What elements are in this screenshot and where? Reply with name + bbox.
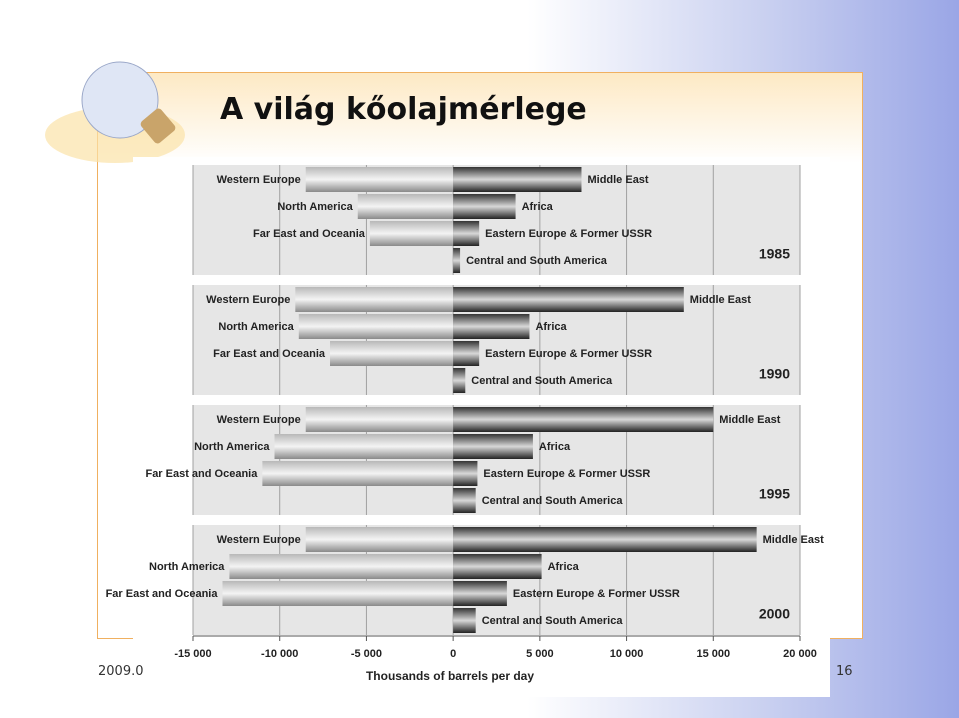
- category-label: North America: [218, 321, 294, 333]
- category-label: Africa: [535, 321, 567, 333]
- x-tick-label: -15 000: [174, 648, 211, 660]
- category-label: Eastern Europe & Former USSR: [483, 468, 650, 480]
- bar: [369, 221, 454, 246]
- panel-label: 2000: [759, 606, 790, 622]
- category-label: North America: [194, 441, 270, 453]
- category-label: Middle East: [719, 414, 780, 426]
- bar: [453, 608, 476, 633]
- slide-title: A világ kőolajmérlege: [220, 92, 587, 127]
- bar: [305, 407, 454, 432]
- category-label: North America: [149, 561, 225, 573]
- footer-page: 16: [836, 664, 853, 679]
- bar: [222, 581, 454, 606]
- category-label: Far East and Oceania: [213, 348, 326, 360]
- category-label: Central and South America: [482, 615, 624, 627]
- bar: [453, 248, 461, 273]
- category-label: Far East and Oceania: [145, 468, 258, 480]
- bar: [453, 488, 476, 513]
- category-label: Eastern Europe & Former USSR: [485, 228, 652, 240]
- category-label: Central and South America: [466, 255, 608, 267]
- bar: [262, 461, 454, 486]
- bar: [453, 407, 714, 432]
- x-axis-label: Thousands of barrels per day: [366, 669, 534, 683]
- category-label: Western Europe: [217, 174, 301, 186]
- category-label: Western Europe: [217, 414, 301, 426]
- bar: [453, 341, 480, 366]
- x-tick-label: 20 000: [783, 648, 817, 660]
- category-label: Eastern Europe & Former USSR: [485, 348, 652, 360]
- category-label: Eastern Europe & Former USSR: [513, 588, 680, 600]
- x-tick-label: -5 000: [351, 648, 382, 660]
- bar: [295, 287, 454, 312]
- bar: [453, 194, 516, 219]
- category-label: Central and South America: [482, 495, 624, 507]
- category-label: Western Europe: [217, 534, 301, 546]
- bar: [453, 314, 530, 339]
- footer-date: 2009.0: [98, 664, 144, 679]
- bar: [274, 434, 454, 459]
- bar: [453, 368, 466, 393]
- x-tick-label: 10 000: [610, 648, 644, 660]
- bulb-icon: [45, 61, 185, 163]
- bar: [453, 554, 542, 579]
- category-label: Middle East: [587, 174, 648, 186]
- category-label: Central and South America: [471, 375, 613, 387]
- category-label: Western Europe: [206, 294, 290, 306]
- bar: [357, 194, 454, 219]
- category-label: North America: [277, 201, 353, 213]
- bar: [330, 341, 454, 366]
- bar: [453, 434, 533, 459]
- panel-label: 1990: [759, 366, 790, 382]
- bar: [453, 527, 757, 552]
- x-tick-label: 0: [450, 648, 456, 660]
- bar: [229, 554, 454, 579]
- bar: [453, 581, 507, 606]
- bar: [305, 167, 454, 192]
- panel-label: 1985: [759, 246, 790, 262]
- x-tick-label: 15 000: [696, 648, 730, 660]
- category-label: Middle East: [763, 534, 824, 546]
- panel-label: 1995: [759, 486, 790, 502]
- bar: [453, 287, 684, 312]
- bar: [453, 461, 478, 486]
- bar: [305, 527, 454, 552]
- category-label: Middle East: [690, 294, 751, 306]
- x-tick-label: 5 000: [526, 648, 554, 660]
- x-tick-label: -10 000: [261, 648, 298, 660]
- bar: [453, 167, 582, 192]
- category-label: Far East and Oceania: [106, 588, 219, 600]
- bar: [453, 221, 480, 246]
- category-label: Africa: [539, 441, 571, 453]
- category-label: Africa: [522, 201, 554, 213]
- category-label: Africa: [548, 561, 580, 573]
- category-label: Far East and Oceania: [253, 228, 366, 240]
- bar: [298, 314, 454, 339]
